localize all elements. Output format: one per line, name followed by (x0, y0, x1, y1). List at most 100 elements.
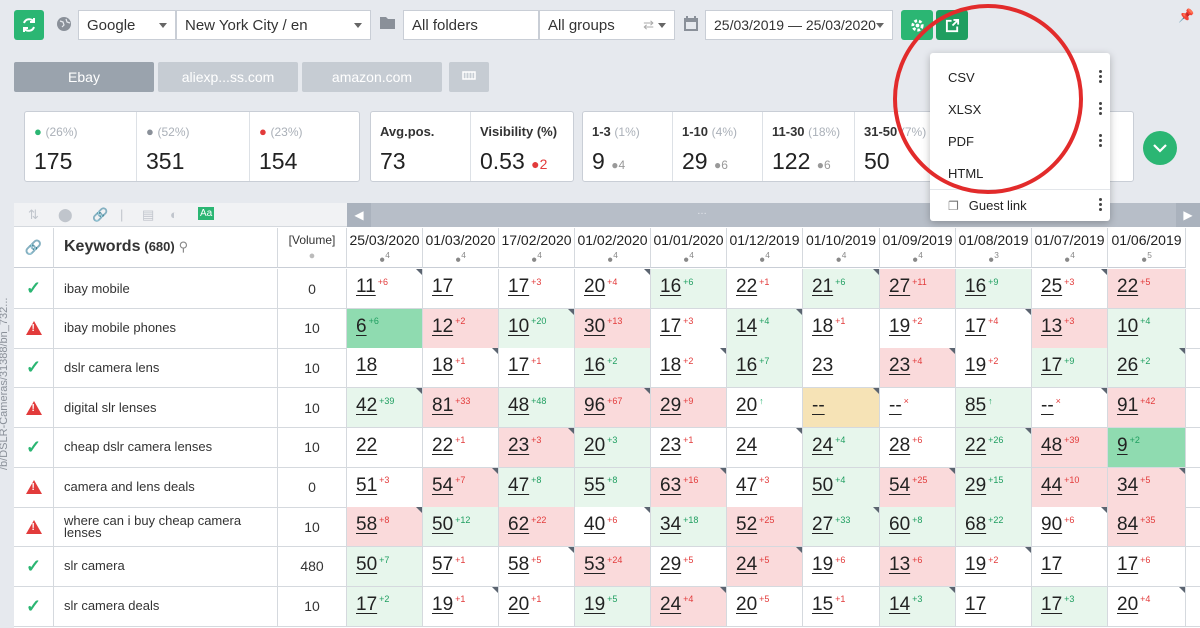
position-cell[interactable]: 63 +16 (651, 467, 727, 507)
toggle-icon[interactable]: ⬤ (58, 207, 73, 222)
position-cell[interactable]: 60 +8 (880, 507, 956, 547)
position-cell[interactable]: 58 +5 (499, 546, 575, 586)
position-cell[interactable]: 20 +4 (1108, 586, 1186, 626)
position-cell[interactable]: 47 +3 (727, 467, 803, 507)
position-cell[interactable]: 21 +6 (803, 269, 880, 308)
site-tab-ebay[interactable]: Ebay (14, 62, 154, 92)
position-cell[interactable]: 23 +3 (499, 427, 575, 467)
position-cell[interactable]: 27 +33 (803, 507, 880, 547)
position-cell[interactable]: 29 +15 (956, 467, 1032, 507)
position-cell[interactable]: 24 +4 (803, 427, 880, 467)
position-cell[interactable]: 54 +25 (880, 467, 956, 507)
keyword-cell[interactable]: dslr camera lens (54, 348, 278, 388)
position-cell[interactable]: 50 +7 (347, 546, 423, 586)
position-cell[interactable]: 17 (423, 269, 499, 308)
columns-icon[interactable]: ▤ (142, 207, 155, 222)
position-cell[interactable]: 14 +4 (727, 308, 803, 348)
position-cell[interactable]: 17 (1032, 546, 1108, 586)
position-cell[interactable]: 23 +1 (651, 427, 727, 467)
more-options-icon[interactable] (1099, 198, 1103, 212)
position-cell[interactable]: 85 ↑ (956, 388, 1032, 428)
contrast-icon[interactable]: ◐ (170, 207, 178, 222)
more-options-icon[interactable] (1099, 134, 1103, 148)
add-competitor-button[interactable] (449, 62, 489, 92)
position-cell[interactable]: 62 +22 (499, 507, 575, 547)
position-cell[interactable]: 16 +6 (651, 269, 727, 308)
keyword-cell[interactable]: ibay mobile phones (54, 308, 278, 348)
position-cell[interactable]: 24 +5 (727, 546, 803, 586)
position-cell[interactable]: 20 ↑ (727, 388, 803, 428)
scroll-right-icon[interactable]: ▶ (1176, 203, 1200, 227)
reset-icon[interactable]: ⇄ (643, 17, 654, 32)
position-cell[interactable]: 17 +6 (1108, 546, 1186, 586)
date-column-header[interactable]: 01/02/2020 ●4 (575, 228, 651, 268)
position-cell[interactable]: 10 +4 (1108, 308, 1186, 348)
position-cell[interactable]: 81 +33 (423, 388, 499, 428)
position-cell[interactable]: 30 +13 (575, 308, 651, 348)
position-cell[interactable]: 20 +1 (499, 586, 575, 626)
date-column-header[interactable]: 01/10/2019 ●4 (803, 228, 880, 268)
position-cell[interactable]: 27 +11 (880, 269, 956, 308)
keyword-cell[interactable]: ibay mobile (54, 269, 278, 308)
position-cell[interactable]: 29 +9 (651, 388, 727, 428)
guest-link-item[interactable]: ❐ Guest link (948, 198, 1027, 213)
position-cell[interactable]: 16 +2 (575, 348, 651, 388)
position-cell[interactable]: 48 +48 (499, 388, 575, 428)
date-range-select[interactable]: 25/03/2019 — 25/03/2020 (705, 10, 893, 40)
position-cell[interactable]: 16 +9 (956, 269, 1032, 308)
position-cell[interactable]: 19 +5 (575, 586, 651, 626)
position-cell[interactable]: 17 (956, 586, 1032, 626)
table-row[interactable]: ✓ slr camera deals 10 17 +2 19 +1 20 +1 19 +5 24 +4 2… (14, 586, 1200, 627)
more-options-icon[interactable] (1099, 102, 1103, 116)
position-cell[interactable]: 34 +18 (651, 507, 727, 547)
position-cell[interactable]: 52 +25 (727, 507, 803, 547)
position-cell[interactable]: 25 +3 (1032, 269, 1108, 308)
location-select[interactable]: New York City / en (176, 10, 371, 40)
position-cell[interactable]: 22 +5 (1108, 269, 1186, 308)
position-cell[interactable]: 10 +20 (499, 308, 575, 348)
more-options-icon[interactable] (1099, 70, 1103, 84)
date-column-header[interactable]: 01/01/2020 ●4 (651, 228, 727, 268)
keyword-cell[interactable]: slr camera (54, 546, 278, 586)
position-cell[interactable]: 24 (727, 427, 803, 467)
search-engine-select[interactable]: Google (78, 10, 176, 40)
table-row[interactable]: ✓ slr camera 480 50 +7 57 +1 58 +5 53 +24 29 +5 24 +5 1… (14, 546, 1200, 587)
date-column-header[interactable]: 25/03/2020 ●4 (347, 228, 423, 268)
position-cell[interactable]: 17 +2 (347, 586, 423, 626)
site-tab-amazon[interactable]: amazon.com (302, 62, 442, 92)
keywords-column-header[interactable]: Keywords (680) ⚲ (54, 228, 278, 268)
position-cell[interactable]: 18 (347, 348, 423, 388)
position-cell[interactable]: 40 +6 (575, 507, 651, 547)
expand-stats-button[interactable] (1143, 131, 1177, 165)
position-cell[interactable]: 68 +22 (956, 507, 1032, 547)
position-cell[interactable]: 91 +42 (1108, 388, 1186, 428)
position-cell[interactable]: 26 +2 (1108, 348, 1186, 388)
position-cell[interactable]: -- × (880, 388, 956, 428)
table-row[interactable]: where can i buy cheap camera lenses1058+… (14, 507, 1200, 548)
position-cell[interactable]: 44 +10 (1032, 467, 1108, 507)
date-column-header[interactable]: 01/06/2019 ●5 (1108, 228, 1186, 268)
position-cell[interactable]: 84 +35 (1108, 507, 1186, 547)
position-cell[interactable]: 17 +9 (1032, 348, 1108, 388)
position-cell[interactable]: 11 +6 (347, 269, 423, 308)
table-row[interactable]: ibay mobile phones106+612+210+2030+1317+… (14, 308, 1200, 349)
position-cell[interactable]: 12 +2 (423, 308, 499, 348)
refresh-button[interactable] (14, 10, 44, 40)
date-column-header[interactable]: 01/08/2019 ●3 (956, 228, 1032, 268)
position-cell[interactable]: 23 +4 (880, 348, 956, 388)
position-cell[interactable]: 20 +5 (727, 586, 803, 626)
position-cell[interactable]: 22 +1 (727, 269, 803, 308)
position-cell[interactable]: 20 +4 (575, 269, 651, 308)
table-row[interactable]: ✓ dslr camera lens 10 18 18 +1 17 +1 16 +2 18 +2 16 +… (14, 348, 1200, 389)
position-cell[interactable]: 17 +4 (956, 308, 1032, 348)
position-cell[interactable]: 18 +1 (803, 308, 880, 348)
keyword-cell[interactable]: camera and lens deals (54, 467, 278, 507)
position-cell[interactable]: 17 +3 (499, 269, 575, 308)
position-cell[interactable]: 13 +6 (880, 546, 956, 586)
position-cell[interactable]: 15 +1 (803, 586, 880, 626)
position-cell[interactable]: 22 (347, 427, 423, 467)
position-cell[interactable]: 50 +12 (423, 507, 499, 547)
position-cell[interactable]: 22 +1 (423, 427, 499, 467)
table-row[interactable]: ✓ ibay mobile 0 11 +6 17 17 +3 20 +4 16 +6 22 +1 21 +6 2… (14, 269, 1200, 309)
position-cell[interactable]: 53 +24 (575, 546, 651, 586)
